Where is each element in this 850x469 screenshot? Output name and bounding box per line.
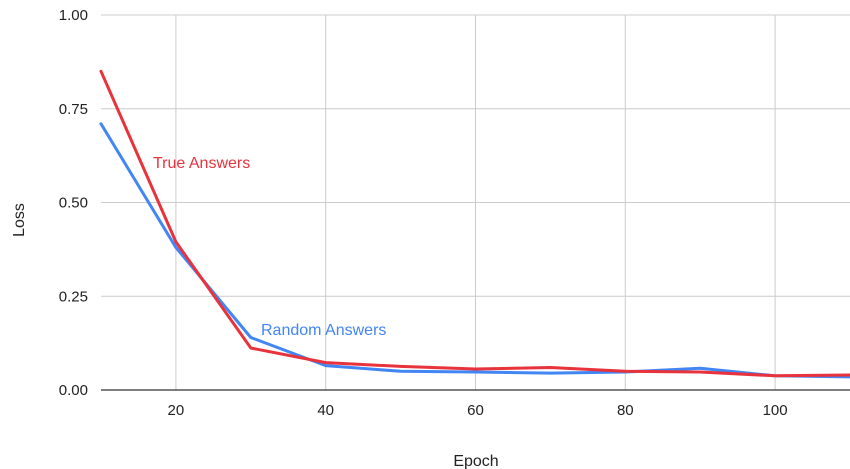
y-axis-label: Loss (11, 203, 28, 237)
y-tick-label: 1.00 (59, 7, 88, 24)
grid-lines (101, 14, 850, 391)
y-tick-label: 0.50 (59, 195, 88, 212)
series-lines (99, 69, 850, 379)
x-tick-label: 40 (317, 402, 334, 419)
tick-labels: 0.00 0.25 0.50 0.75 1.00 20 40 60 80 100 (59, 7, 788, 419)
x-tick-label: 100 (763, 402, 788, 419)
series-labels: Random Answers True Answers (153, 155, 386, 339)
x-axis-label: Epoch (453, 453, 498, 469)
y-tick-label: 0.25 (59, 288, 88, 305)
series-line-random-answers (99, 122, 850, 379)
y-tick-label: 0.75 (59, 101, 88, 118)
x-tick-label: 80 (617, 402, 634, 419)
y-tick-label: 0.00 (59, 382, 88, 399)
series-label-true-answers: True Answers (153, 155, 250, 172)
series-label-random-answers: Random Answers (261, 322, 386, 339)
series-line-true-answers (99, 69, 850, 378)
x-tick-label: 20 (168, 402, 185, 419)
x-tick-label: 60 (467, 402, 484, 419)
